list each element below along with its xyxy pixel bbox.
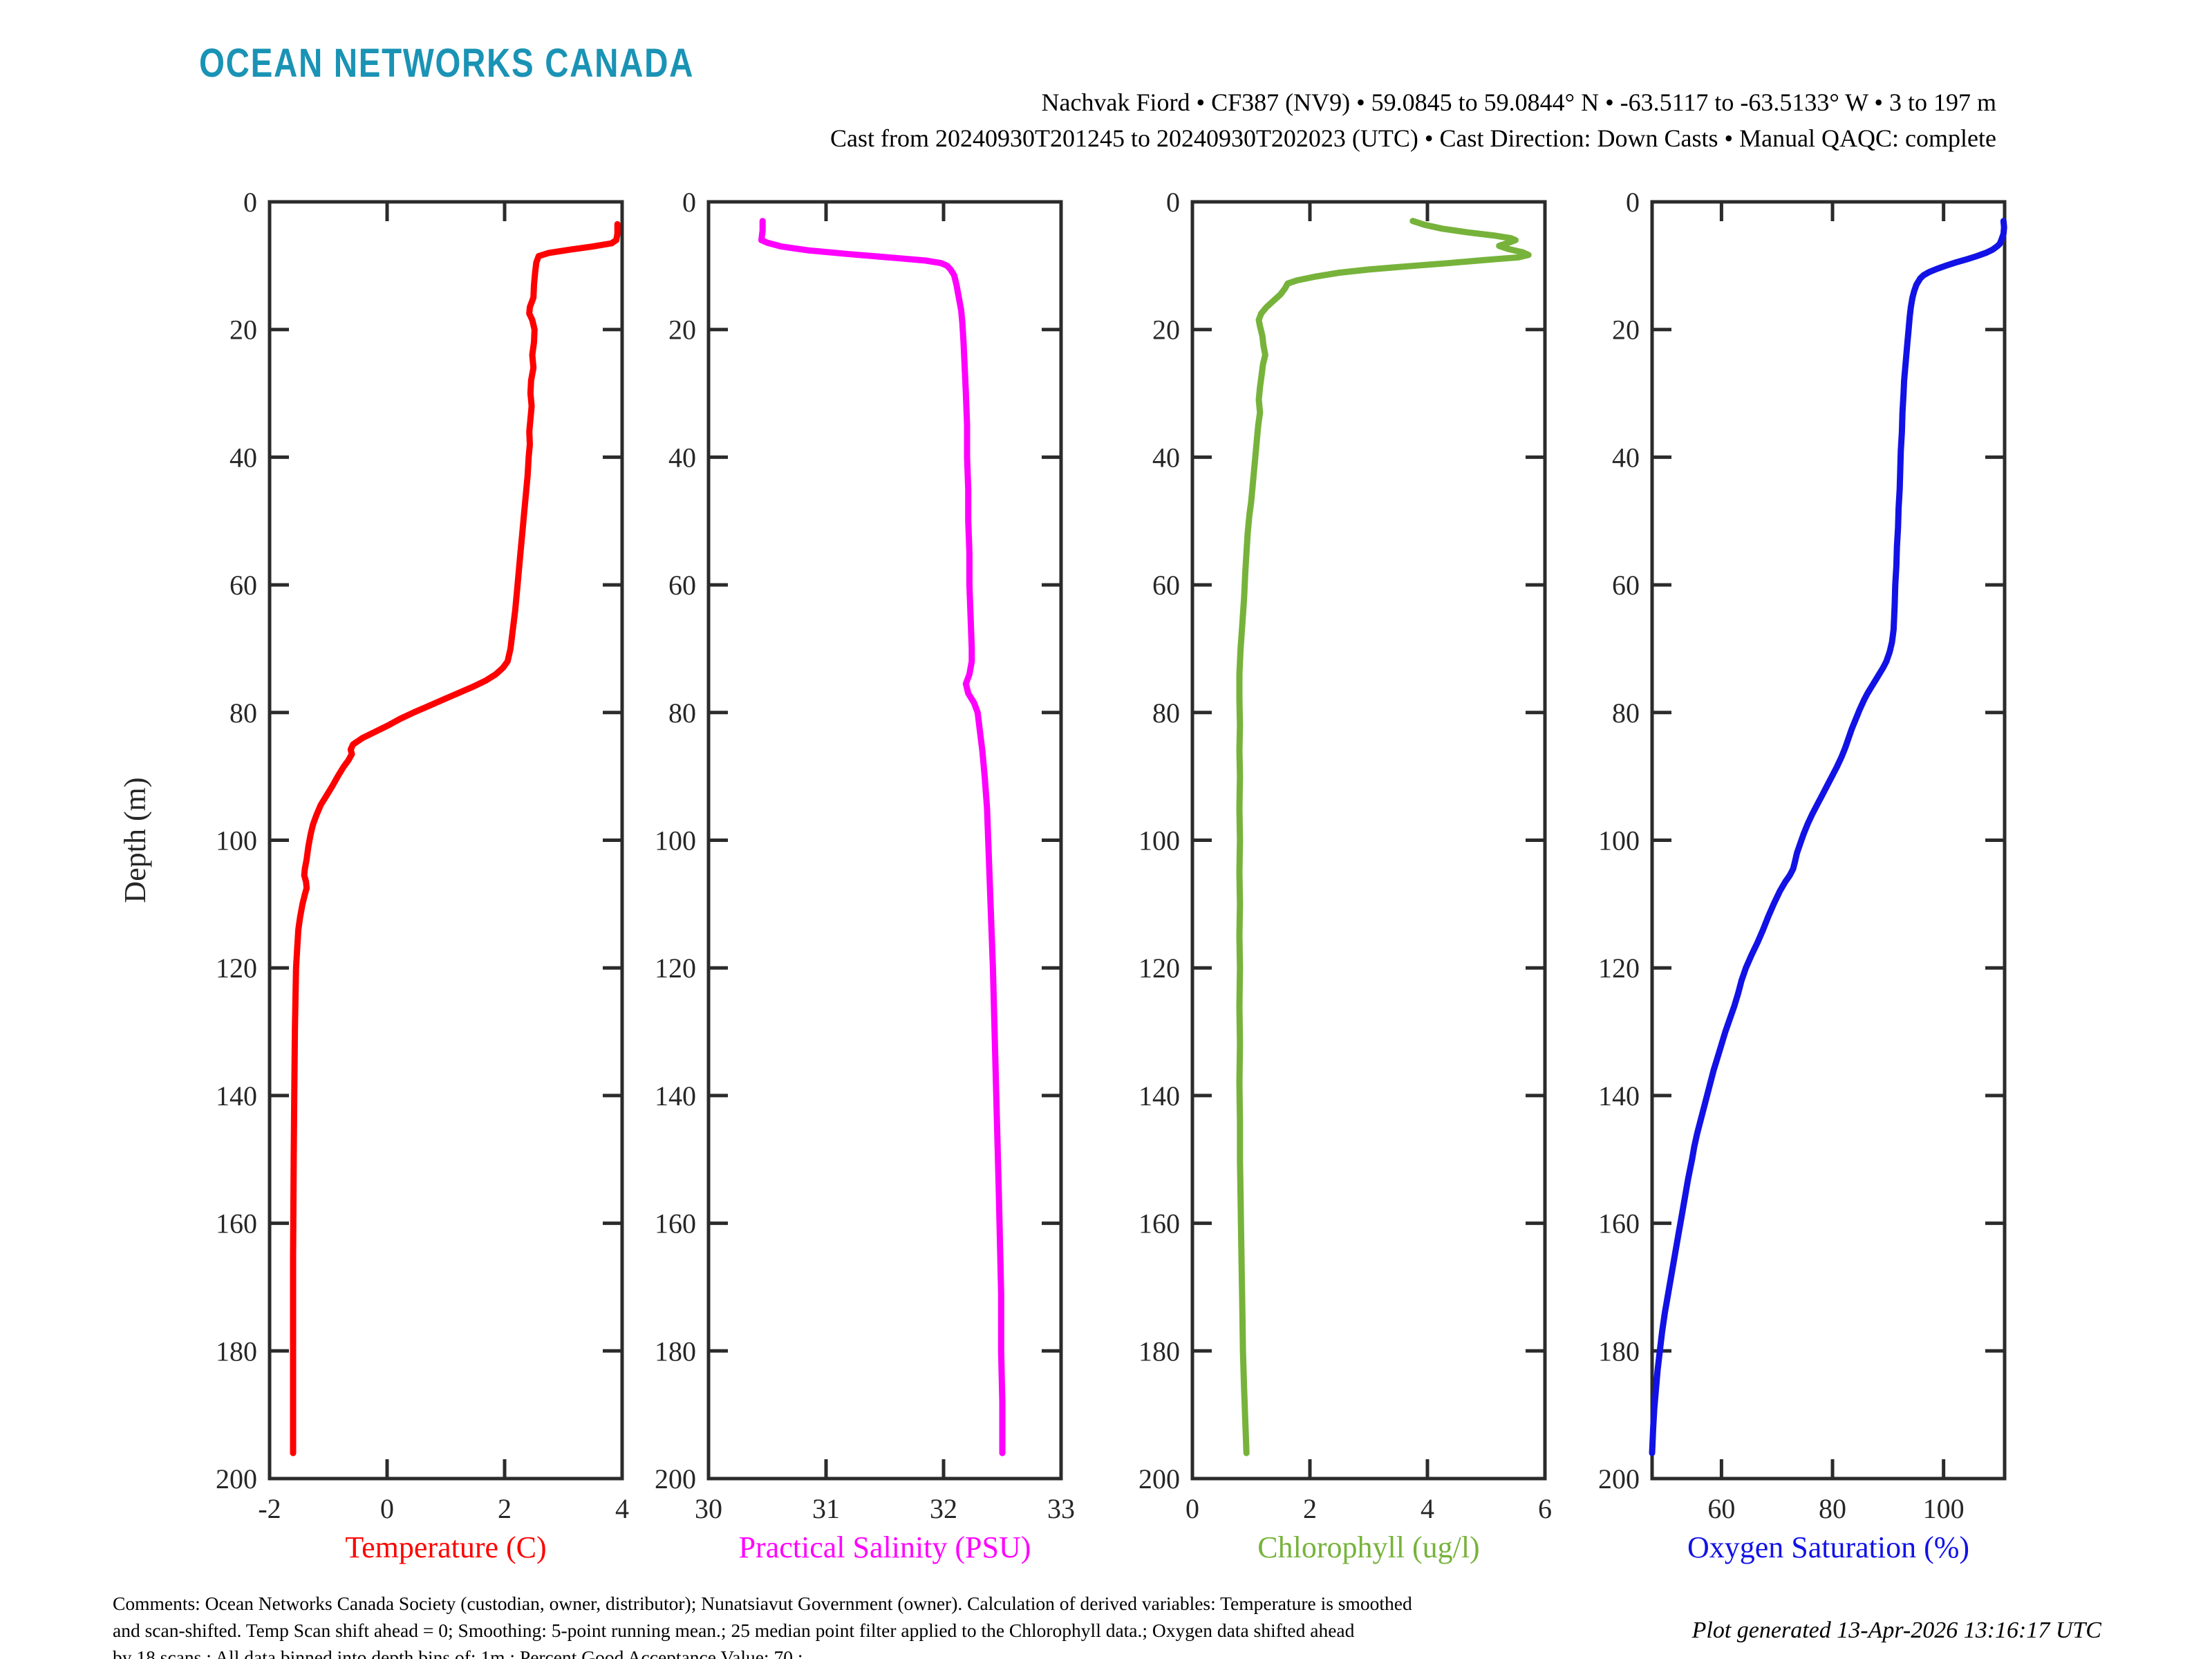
chlorophyll-x-tick-label: 0 [1185,1493,1199,1524]
temperature-x-ticks: -2 0 2 4 [258,202,629,1524]
temperature-depth-tick-label: 200 [216,1463,257,1494]
temperature-depth-tick-label: 40 [229,442,257,473]
salinity-axis-label: Practical Salinity (PSU) [739,1530,1031,1564]
temperature-x-tick-label: 4 [615,1493,629,1524]
salinity-depth-tick-label: 20 [668,315,696,346]
chlorophyll-depth-tick-label: 0 [1166,187,1180,218]
temperature-depth-tick-label: 60 [229,570,257,601]
oxygen-depth-ticks: 0 20 40 60 80 100 120 140 160 180 200 [1598,187,2005,1494]
salinity-depth-tick-label: 120 [655,953,696,984]
oxygen-axes-box [1650,200,2007,1481]
chlorophyll-x-tick-label: 4 [1421,1493,1434,1524]
chlorophyll-depth-tick-label: 60 [1152,570,1180,601]
chlorophyll-depth-tick-label: 140 [1138,1080,1180,1112]
chlorophyll-depth-tick-label: 100 [1138,825,1180,856]
plot-title-line2: Cast from 20240930T201245 to 20240930T20… [830,124,1996,152]
oxygen-depth-tick-label: 0 [1626,187,1640,218]
chlorophyll-depth-tick-label: 180 [1138,1335,1180,1367]
salinity-depth-ticks: 0 20 40 60 80 100 120 140 160 180 200 [655,187,1061,1494]
chlorophyll-x-ticks: 0 2 4 6 [1185,202,1552,1524]
temperature-x-tick-label: -2 [258,1493,281,1524]
oxygen-depth-tick-label: 20 [1612,315,1640,346]
salinity-depth-tick-label: 60 [668,570,696,601]
salinity-x-tick-label: 30 [695,1493,722,1524]
chlorophyll-x-tick-label: 6 [1538,1493,1552,1524]
oxygen-x-tick-label: 100 [1923,1493,1965,1524]
chlorophyll-depth-tick-label: 80 [1152,697,1180,729]
chlorophyll-axes-box [1190,200,1547,1481]
chlorophyll-depth-tick-label: 40 [1152,442,1180,473]
comments-line: by 18 scans.; All data binned into depth… [113,1647,803,1659]
oxygen-depth-tick-label: 200 [1598,1463,1640,1494]
temperature-depth-tick-label: 0 [243,187,257,218]
oxygen-x-tick-label: 80 [1819,1493,1846,1524]
chlorophyll-x-tick-label: 2 [1303,1493,1317,1524]
salinity-x-tick-label: 32 [930,1493,957,1524]
plot-oxygen: 0 20 40 60 80 100 120 140 160 180 200 60 80 100 Oxygen… [1598,187,2007,1564]
salinity-depth-tick-label: 40 [668,442,696,473]
salinity-x-tick-label: 33 [1047,1493,1075,1524]
oxygen-depth-tick-label: 160 [1598,1208,1640,1239]
temperature-depth-tick-label: 180 [216,1335,257,1367]
salinity-x-tick-label: 31 [812,1493,840,1524]
temperature-x-tick-label: 0 [380,1493,394,1524]
temperature-depth-tick-label: 20 [229,315,257,346]
salinity-depth-tick-label: 200 [655,1463,696,1494]
temperature-depth-tick-label: 160 [216,1208,257,1239]
salinity-axes-box [706,200,1063,1481]
comments-line: and scan-shifted. Temp Scan shift ahead … [113,1620,1355,1641]
salinity-depth-tick-label: 180 [655,1335,696,1367]
temperature-axis-label: Temperature (C) [345,1530,546,1564]
chlorophyll-depth-tick-label: 20 [1152,315,1180,346]
temperature-depth-tick-label: 120 [216,953,257,984]
temperature-depth-tick-label: 80 [229,697,257,729]
oxygen-depth-tick-label: 140 [1598,1080,1640,1112]
salinity-profile-curve [758,218,1006,1456]
salinity-depth-tick-label: 0 [682,187,696,218]
comments-line: Comments: Ocean Networks Canada Society … [113,1593,1412,1614]
salinity-depth-tick-label: 160 [655,1208,696,1239]
chlorophyll-depth-tick-label: 120 [1138,953,1180,984]
temperature-depth-tick-label: 140 [216,1080,257,1112]
oxygen-x-tick-label: 60 [1707,1493,1735,1524]
salinity-depth-tick-label: 80 [668,697,696,729]
plot-title-line1: Nachvak Fiord • CF387 (NV9) • 59.0845 to… [1041,88,1996,116]
temperature-depth-tick-label: 100 [216,825,257,856]
oxygen-depth-tick-label: 120 [1598,953,1640,984]
plot-generated-timestamp: Plot generated 13-Apr-2026 13:16:17 UTC [1691,1618,2101,1643]
oxygen-depth-tick-label: 60 [1612,570,1640,601]
oxygen-axis-label: Oxygen Saturation (%) [1687,1530,1969,1564]
oxygen-x-ticks: 60 80 100 [1707,202,1965,1524]
oxygen-depth-tick-label: 100 [1598,825,1640,856]
temperature-axes-box [268,200,624,1481]
oxygen-profile-curve [1649,218,2007,1456]
temperature-profile-curve [290,221,621,1456]
comments-block: Comments: Ocean Networks Canada Society … [113,1590,1412,1659]
oxygen-depth-tick-label: 180 [1598,1335,1640,1367]
chlorophyll-profile-curve [1236,218,1532,1456]
plot-temperature: 0 20 40 60 80 100 120 140 160 180 200-2 0 2 4 Temperat… [216,187,629,1564]
ocean-networks-canada-logo: OCEAN NETWORKS CANADA [199,41,695,86]
depth-axis-label: Depth (m) [118,777,152,903]
oxygen-depth-tick-label: 80 [1612,697,1640,729]
salinity-depth-tick-label: 100 [655,825,696,856]
chlorophyll-axis-label: Chlorophyll (ug/l) [1257,1530,1479,1564]
chlorophyll-depth-tick-label: 200 [1138,1463,1180,1494]
salinity-x-ticks: 30 31 32 33 [695,202,1075,1524]
chlorophyll-depth-tick-label: 160 [1138,1208,1180,1239]
oxygen-depth-tick-label: 40 [1612,442,1640,473]
temperature-x-tick-label: 2 [498,1493,512,1524]
salinity-depth-tick-label: 140 [655,1080,696,1112]
temperature-depth-ticks: 0 20 40 60 80 100 120 140 160 180 200 [216,187,622,1494]
chlorophyll-depth-ticks: 0 20 40 60 80 100 120 140 160 180 200 [1138,187,1545,1494]
plot-title: Nachvak Fiord • CF387 (NV9) • 59.0845 to… [830,84,1996,156]
